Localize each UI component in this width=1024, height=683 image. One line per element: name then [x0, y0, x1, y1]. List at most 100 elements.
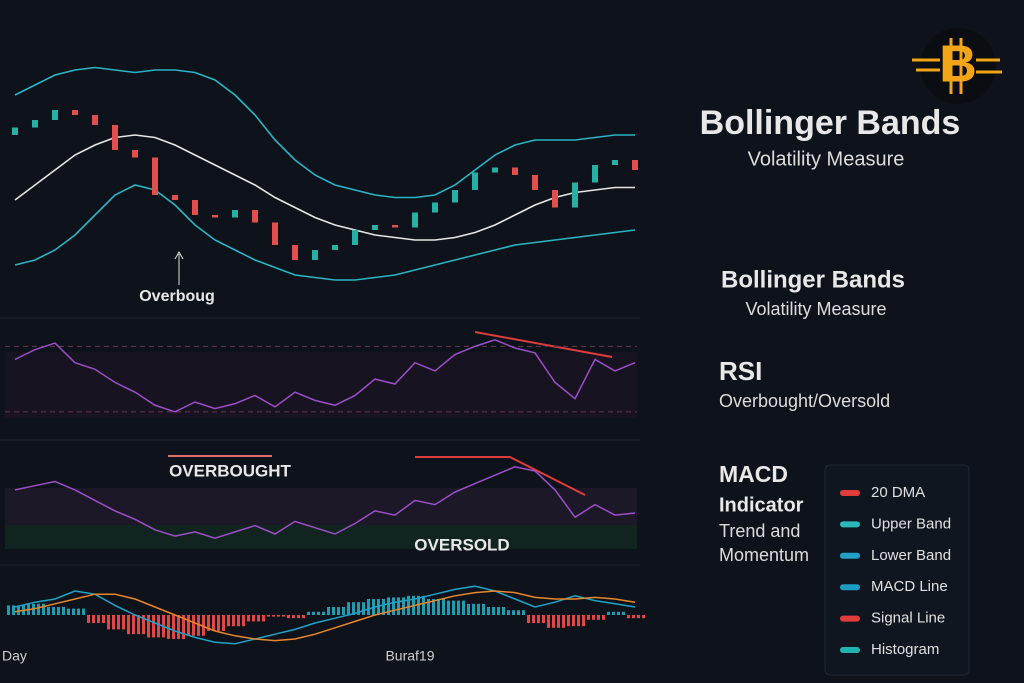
candle [612, 160, 618, 165]
histogram-bar [117, 615, 120, 630]
candle [132, 150, 138, 158]
histogram-bar [102, 615, 105, 623]
histogram-bar [447, 600, 450, 615]
histogram-bar [37, 603, 40, 615]
histogram-bar [312, 611, 315, 615]
legend-label: Upper Band [871, 515, 951, 532]
candle [432, 202, 438, 213]
candle [152, 157, 158, 195]
logo-letter: B [939, 36, 977, 94]
histogram-bar [367, 599, 370, 615]
histogram-bar [52, 607, 55, 615]
legend-label: 20 DMA [871, 484, 925, 501]
divergence-line [415, 456, 586, 496]
candle [532, 175, 538, 190]
title: Bollinger Bands [700, 104, 961, 142]
candle [212, 215, 218, 218]
histogram-bar [207, 615, 210, 631]
histogram-bar [57, 607, 60, 615]
candle [372, 225, 378, 230]
histogram-bar [377, 599, 380, 615]
candle [112, 125, 118, 150]
histogram-bar [477, 603, 480, 615]
histogram-bar [142, 615, 145, 635]
histogram-bar [247, 615, 250, 622]
histogram-bar [257, 615, 260, 622]
legend-label: MACD Line [871, 578, 948, 595]
histogram-bar [262, 615, 265, 622]
histogram-bar [422, 595, 425, 615]
annotation: OVERSOLD [414, 535, 509, 554]
histogram-bar [547, 615, 550, 628]
histogram-bar [307, 611, 310, 615]
histogram-bar [177, 615, 180, 639]
section-title: RSI [719, 356, 762, 386]
legend-box [824, 464, 970, 676]
histogram-bar [382, 599, 385, 615]
legend-swatch [840, 521, 860, 528]
histogram-bar [147, 615, 150, 638]
candle [592, 165, 598, 183]
candle [412, 212, 418, 228]
histogram-bar [67, 608, 70, 615]
candle [172, 195, 178, 200]
histogram-bar [482, 603, 485, 615]
indicator-line [14, 466, 636, 539]
histogram-bar [402, 597, 405, 615]
legend-label: Lower Band [871, 547, 951, 564]
candle [512, 167, 518, 175]
histogram-bar [277, 615, 280, 617]
candle [272, 222, 278, 245]
histogram-bar [297, 615, 300, 619]
histogram-bar [562, 615, 565, 628]
histogram-bar [192, 615, 195, 636]
histogram-bar [87, 615, 90, 623]
histogram-bar [467, 603, 470, 615]
macd-line [14, 585, 636, 645]
histogram-bar [492, 607, 495, 615]
logo-circuit [912, 38, 1002, 94]
candle [292, 245, 298, 260]
x-axis-label: Buraf19 [385, 648, 434, 664]
section-title: Indicator [719, 494, 804, 516]
histogram-bar [352, 602, 355, 615]
histogram-bar [342, 607, 345, 615]
histogram-bar [622, 611, 625, 615]
histogram-bar [72, 608, 75, 615]
candle [552, 190, 558, 208]
histogram-bar [567, 615, 570, 627]
histogram-bar [112, 615, 115, 630]
histogram-bar [222, 615, 225, 631]
histogram-bar [637, 615, 640, 619]
histogram-bar [292, 615, 295, 619]
histogram-bar [132, 615, 135, 635]
histogram-bar [522, 610, 525, 615]
histogram-bar [452, 600, 455, 615]
candle [52, 110, 58, 120]
rsi-zone [5, 352, 637, 418]
candle [12, 127, 18, 135]
x-axis-label: Day [2, 648, 27, 664]
histogram-bar [592, 615, 595, 620]
candle [352, 230, 358, 245]
histogram-bar [462, 600, 465, 615]
histogram-bar [92, 615, 95, 623]
histogram-bar [612, 611, 615, 615]
histogram-bar [97, 615, 100, 623]
histogram-bar [552, 615, 555, 628]
candle [392, 225, 398, 228]
histogram-bar [557, 615, 560, 628]
histogram-bar [217, 615, 220, 631]
section-subtitle: Trend and [719, 521, 800, 541]
overbought-zone [5, 488, 637, 525]
histogram-bar [282, 615, 285, 617]
section-title: Bollinger Bands [721, 266, 905, 293]
legend-swatch [840, 584, 860, 591]
histogram-bar [527, 615, 530, 623]
histogram-bar [502, 607, 505, 615]
histogram-bar [437, 599, 440, 615]
annotation: Overboug [139, 288, 215, 305]
legend-swatch [840, 490, 860, 496]
